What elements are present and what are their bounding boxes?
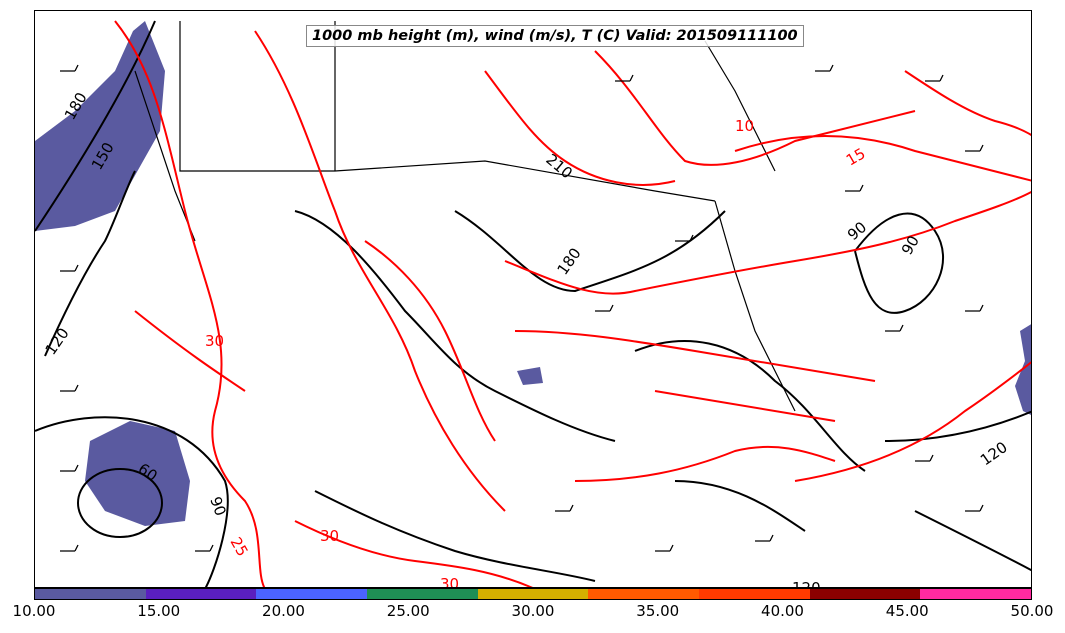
temperature-contour-labels: 10 15 30 30 25 30 [205, 117, 869, 588]
height-contours [35, 20, 1031, 587]
colorbar-tick-label: 35.00 [636, 602, 680, 620]
colorbar-segment [588, 589, 700, 599]
shade-southwest [85, 421, 190, 526]
height-label: 120 [792, 579, 821, 588]
height-label: 90 [206, 494, 229, 518]
height-label: 120 [977, 438, 1011, 469]
colorbar-tick-label: 15.00 [137, 602, 181, 620]
colorbar-tick-label: 40.00 [761, 602, 804, 620]
temp-label: 30 [205, 332, 224, 350]
map-canvas: 180 150 120 60 90 210 180 90 90 120 120 … [35, 20, 1031, 588]
temperature-contours [114, 20, 1031, 587]
shade-center-small [517, 367, 543, 385]
boundaries [134, 21, 796, 412]
height-label: 180 [554, 245, 585, 279]
colorbar-tick-label: 25.00 [386, 602, 430, 620]
colorbar-tick-label: 45.00 [885, 602, 929, 620]
colorbar-tick-labels: 10.00 15.00 20.00 25.00 30.00 35.00 40.00 45.00… [0, 602, 1065, 622]
wind-barbs [60, 64, 984, 552]
colorbar-tick-label: 30.00 [511, 602, 555, 620]
colorbar-segment [699, 589, 810, 599]
height-contour-labels: 180 150 120 60 90 210 180 90 90 120 120 [42, 89, 1011, 588]
colorbar-segment [920, 589, 1032, 599]
colorbar-tick-label: 50.00 [1010, 602, 1054, 620]
height-label: 90 [844, 218, 870, 244]
map-title: 1000 mb height (m), wind (m/s), T (C) Va… [306, 25, 804, 47]
colorbar-segment [477, 589, 589, 599]
height-label: 210 [542, 150, 576, 182]
temp-label: 30 [320, 527, 339, 545]
temp-label: 10 [735, 117, 754, 135]
height-label: 90 [898, 232, 923, 258]
temp-label: 25 [227, 534, 252, 560]
colorbar-tick-label: 10.00 [12, 602, 56, 620]
colorbar-segment [256, 589, 368, 599]
colorbar-tick-label: 20.00 [262, 602, 305, 620]
map-panel: 180 150 120 60 90 210 180 90 90 120 120 … [34, 10, 1032, 588]
colorbar-segment [35, 589, 146, 599]
temp-label: 30 [440, 575, 459, 588]
temp-label: 15 [843, 144, 869, 169]
colorbar [34, 588, 1032, 600]
colorbar-segment [367, 589, 478, 599]
colorbar-segment [809, 589, 921, 599]
colorbar-segment [145, 589, 257, 599]
